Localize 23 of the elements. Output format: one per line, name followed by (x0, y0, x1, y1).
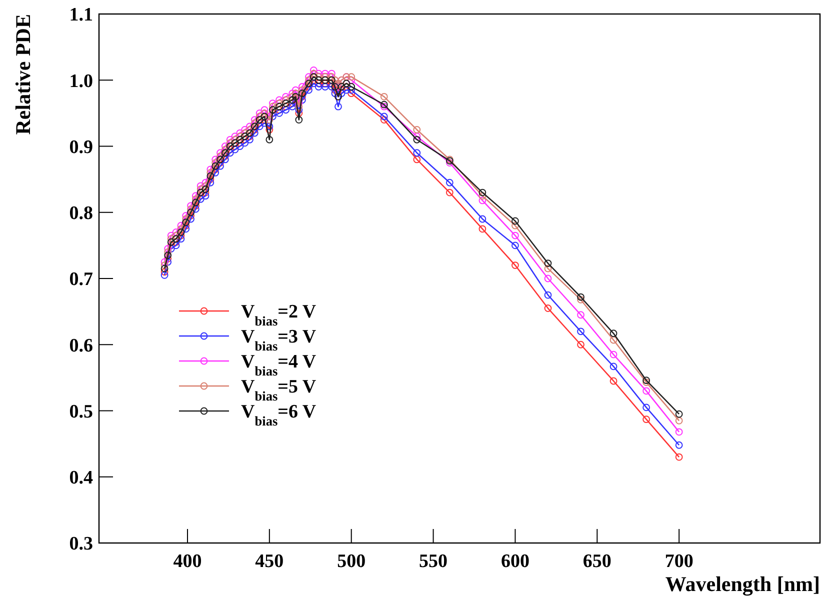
x-axis-title: Wavelength [nm] (665, 572, 820, 596)
x-tick-label: 550 (419, 551, 448, 572)
x-tick-label: 600 (500, 551, 530, 572)
y-tick-label: 0.9 (69, 136, 93, 158)
x-tick-label: 400 (173, 551, 202, 572)
x-tick-label: 500 (337, 551, 366, 572)
y-axis-title: Relative PDE (11, 14, 35, 135)
y-tick-label: 0.5 (69, 401, 93, 422)
y-tick-label: 0.6 (69, 335, 93, 356)
y-tick-label: 0.7 (69, 269, 94, 290)
legend-label: V$_{bias}$=6 V (241, 402, 316, 428)
y-tick-label: 1.0 (69, 70, 93, 92)
legend-label: V$_{bias}$=3 V (241, 326, 316, 354)
x-tick-label: 650 (582, 551, 612, 572)
y-tick-label: 1.1 (69, 4, 93, 26)
x-tick-label: 450 (255, 551, 284, 572)
y-tick-label: 0.8 (69, 203, 93, 224)
y-tick-label: 0.3 (69, 534, 93, 555)
legend-label: V$_{bias}$=5 V (241, 376, 316, 404)
legend-label: V$_{bias}$=2 V (241, 302, 316, 328)
legend-label: V$_{bias}$=4 V (241, 352, 316, 378)
y-tick-label: 0.4 (69, 468, 94, 489)
x-tick-label: 700 (664, 551, 694, 572)
